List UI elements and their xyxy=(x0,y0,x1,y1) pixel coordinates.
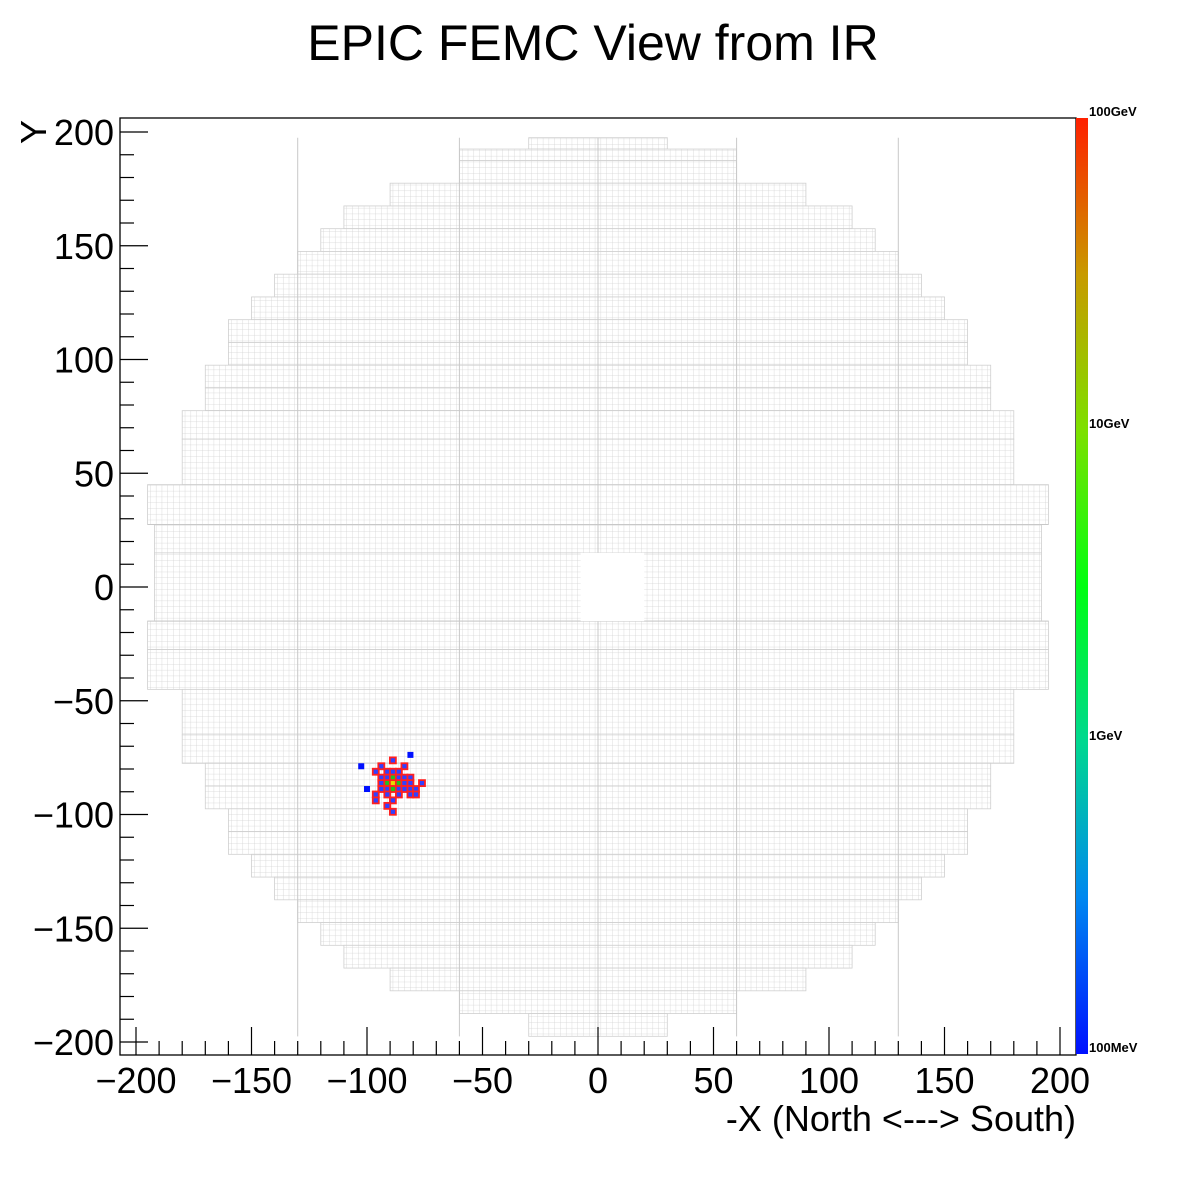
x-tick-label: −100 xyxy=(326,1060,407,1101)
detector-grid xyxy=(147,137,1049,1037)
y-tick-label: −100 xyxy=(33,795,114,836)
colorbar-tick-label: 10GeV xyxy=(1089,416,1130,431)
colorbar-tick-label: 100MeV xyxy=(1089,1040,1138,1055)
x-tick-label: −50 xyxy=(452,1060,513,1101)
x-tick-label: 150 xyxy=(914,1060,974,1101)
y-tick-label: −200 xyxy=(33,1022,114,1063)
hit-cell xyxy=(377,762,386,771)
hit-cell xyxy=(364,786,370,793)
hit-cell xyxy=(388,796,397,805)
hit-cell xyxy=(358,763,365,770)
energy-hits xyxy=(358,751,426,816)
hit-cell xyxy=(394,790,403,799)
colorbar-labels: 100GeV 10GeV 1GeV 100MeV xyxy=(1089,104,1138,1055)
y-tick-label: 200 xyxy=(54,112,114,153)
beam-hole xyxy=(580,552,645,622)
x-tick-label: 0 xyxy=(588,1060,608,1101)
y-tick-label: 100 xyxy=(54,340,114,381)
x-tick-label: 200 xyxy=(1030,1060,1090,1101)
x-axis-label: -X (North <---> South) xyxy=(726,1098,1076,1139)
y-axis: 200 150 100 50 0 −50 −100 −150 −200 xyxy=(33,112,148,1063)
y-axis-label: Y xyxy=(13,120,54,144)
colorbar-tick-label: 1GeV xyxy=(1089,728,1123,743)
y-tick-label: 0 xyxy=(94,567,114,608)
hit-cell xyxy=(400,762,409,771)
y-tick-label: 50 xyxy=(74,453,114,494)
y-tick-label: 150 xyxy=(54,226,114,267)
hit-cell xyxy=(407,751,414,758)
hit-cell xyxy=(412,790,420,799)
hit-cell xyxy=(418,779,426,788)
hit-cell xyxy=(388,756,397,765)
colorbar xyxy=(1076,118,1088,1054)
x-tick-label: −150 xyxy=(211,1060,292,1101)
chart-title: EPIC FEMC View from IR xyxy=(307,15,878,71)
y-tick-label: −150 xyxy=(33,908,114,949)
y-tick-label: −50 xyxy=(53,681,114,722)
colorbar-tick-label: 100GeV xyxy=(1089,104,1137,119)
x-axis: −200 −150 −100 −50 0 50 100 150 200 xyxy=(95,1027,1090,1101)
x-tick-label: 50 xyxy=(693,1060,733,1101)
x-tick-label: 100 xyxy=(799,1060,859,1101)
hit-cell xyxy=(383,790,392,799)
hit-cell xyxy=(388,807,397,816)
hit-cell xyxy=(371,796,380,805)
hit-cell xyxy=(371,767,380,776)
x-tick-label: −200 xyxy=(95,1060,176,1101)
hit-cell xyxy=(383,801,392,810)
